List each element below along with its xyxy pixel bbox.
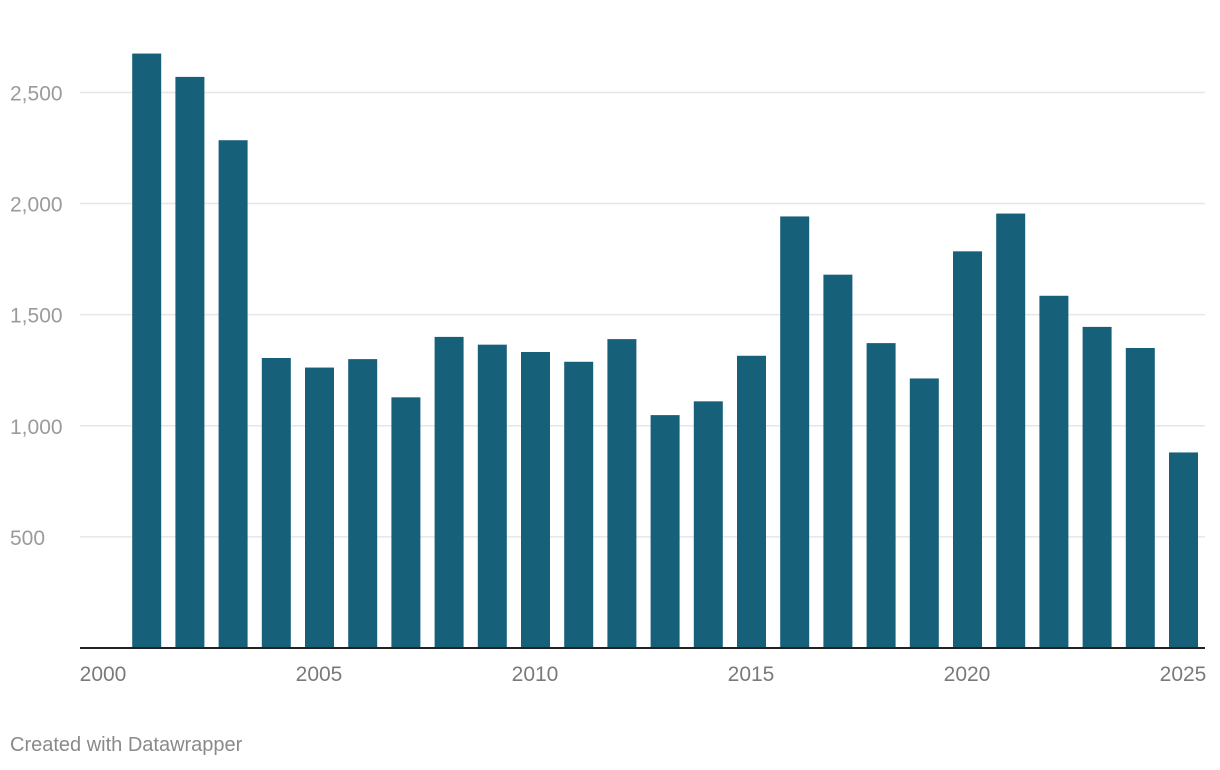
bar-chart: 500 1,000 1,500 2,000 2,500 2000 2005 2010 2015 2…	[10, 53, 1207, 686]
bar-2018	[866, 343, 896, 648]
bar-2015	[737, 355, 766, 648]
bar-2024	[1125, 348, 1155, 648]
bar-2025	[1169, 452, 1198, 648]
x-tick-label: 2015	[728, 663, 775, 686]
bar-2013	[650, 415, 680, 648]
bar-2014	[693, 401, 723, 648]
bar-2022	[1039, 295, 1069, 648]
bar-2016	[780, 216, 810, 648]
x-tick-label: 2025	[1160, 663, 1207, 686]
bar-2021	[996, 213, 1026, 649]
bar-2003	[218, 140, 248, 648]
bar-2001	[132, 53, 162, 649]
bar-2011	[564, 361, 594, 648]
y-tick-label: 2,000	[10, 194, 63, 217]
bar-2008	[434, 336, 464, 648]
bar-2017	[823, 274, 853, 648]
y-tick-label: 1,000	[10, 416, 63, 439]
bar-2002	[175, 76, 205, 648]
x-tick-label: 2005	[296, 663, 343, 686]
bar-2020	[953, 251, 982, 649]
bar-2005	[305, 367, 334, 648]
x-tick-label: 2010	[512, 663, 559, 686]
x-tick-label: 2000	[80, 663, 127, 686]
datawrapper-credit: Created with Datawrapper	[10, 734, 243, 756]
bar-2023	[1082, 326, 1112, 648]
bar-2009	[477, 344, 507, 648]
y-tick-label: 2,500	[10, 82, 63, 105]
bar-2010	[521, 352, 550, 648]
bar-2019	[909, 378, 939, 648]
bar-2004	[261, 358, 291, 648]
y-tick-label: 1,500	[10, 305, 63, 328]
bar-2012	[607, 339, 637, 648]
y-tick-label: 500	[10, 527, 45, 550]
bar-2007	[391, 397, 421, 648]
bar-2006	[348, 359, 378, 648]
x-tick-label: 2020	[944, 663, 991, 686]
